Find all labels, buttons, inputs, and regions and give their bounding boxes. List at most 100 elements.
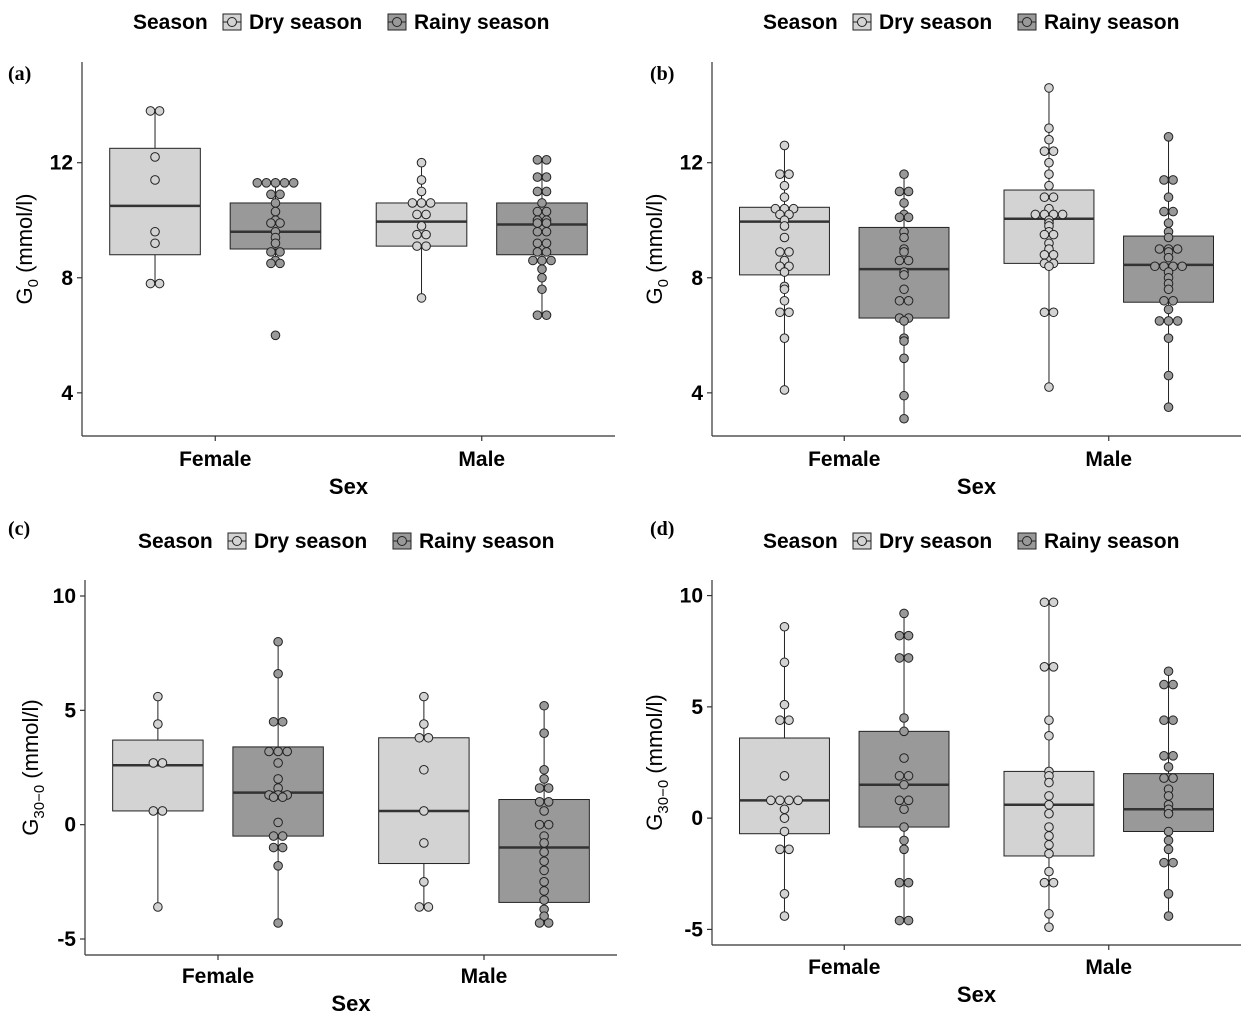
data-point: [534, 783, 545, 793]
data-point: [1039, 877, 1050, 888]
data-point: [1057, 209, 1068, 220]
data-point: [153, 719, 163, 729]
data-point: [1044, 840, 1054, 850]
data-point: [421, 241, 431, 251]
data-point: [779, 804, 790, 815]
data-point: [277, 792, 288, 803]
data-point: [779, 232, 790, 243]
box-female-rainy: [229, 178, 322, 341]
y-tick-label: 10: [680, 585, 703, 608]
data-point: [270, 198, 281, 208]
data-point: [1163, 791, 1174, 801]
data-point: [421, 229, 431, 240]
data-point: [779, 699, 790, 710]
data-point: [1039, 661, 1050, 672]
data-point: [270, 178, 281, 188]
data-point: [1163, 252, 1174, 263]
chart-panel-d: (d) Season Dry season Rainy season -5 0 5 10 Fem…: [642, 518, 1241, 1007]
data-point: [539, 856, 549, 867]
data-point: [1044, 715, 1054, 726]
data-point: [532, 226, 543, 237]
y-axis-title-sub: 0: [25, 279, 42, 287]
data-point: [779, 621, 790, 632]
data-point: [1044, 261, 1054, 272]
data-point: [775, 844, 785, 855]
data-point: [779, 221, 790, 231]
box-male-rainy: [496, 155, 588, 320]
data-point: [903, 771, 914, 781]
data-point: [532, 172, 543, 182]
data-point: [1154, 316, 1165, 326]
data-point: [1163, 889, 1174, 899]
data-point: [541, 226, 552, 237]
data-point: [1163, 370, 1174, 381]
data-point: [903, 877, 914, 888]
x-tick-label: Male: [1085, 956, 1132, 979]
data-point: [793, 795, 803, 806]
data-point: [1039, 192, 1050, 203]
data-point: [899, 844, 909, 855]
data-point: [266, 218, 276, 228]
x-tick-label: Male: [458, 448, 505, 471]
data-point: [903, 186, 914, 197]
data-point: [532, 206, 543, 217]
data-point: [416, 221, 427, 231]
data-point: [1159, 773, 1169, 783]
panel-label: (b): [650, 63, 674, 85]
data-point: [784, 169, 794, 179]
legend-label: Rainy season: [419, 530, 554, 553]
data-point: [779, 284, 790, 295]
data-point: [1163, 284, 1174, 295]
data-point: [903, 653, 914, 663]
data-point: [779, 771, 790, 781]
data-point: [268, 831, 279, 841]
y-axis-title-main: G: [18, 819, 43, 836]
data-point: [541, 247, 552, 257]
data-point: [1163, 666, 1174, 677]
data-point: [416, 175, 427, 185]
data-point: [273, 861, 283, 871]
data-point: [419, 691, 429, 702]
data-point: [775, 169, 785, 179]
data-point: [157, 806, 168, 816]
data-point: [899, 753, 909, 763]
legend-label: Rainy season: [1044, 11, 1179, 34]
box-female-dry: [739, 140, 830, 395]
legend: Season Dry season Rainy season: [138, 530, 554, 553]
data-point: [412, 241, 422, 251]
data-point: [275, 247, 285, 257]
data-point: [1150, 261, 1160, 272]
x-tick-label: Female: [808, 448, 880, 471]
data-point: [1159, 679, 1169, 690]
box-female-dry: [739, 621, 830, 921]
data-point: [903, 212, 914, 223]
data-point: [779, 889, 790, 899]
data-point: [1044, 909, 1054, 919]
legend-key-point: [232, 536, 242, 546]
legend-key-point: [397, 536, 407, 546]
data-point: [541, 186, 552, 197]
data-point: [275, 218, 285, 228]
y-axis-title-main: G: [642, 814, 667, 831]
y-tick-label: 12: [680, 152, 703, 175]
data-point: [421, 209, 431, 220]
data-point: [903, 915, 914, 926]
data-point: [1039, 597, 1050, 608]
data-point: [423, 732, 434, 743]
data-point: [899, 822, 909, 832]
data-point: [416, 186, 427, 197]
y-axis-title-main: G: [12, 287, 37, 304]
data-point: [539, 865, 549, 876]
x-tick-label: Female: [808, 956, 880, 979]
data-point: [543, 918, 554, 928]
data-point: [1044, 157, 1054, 168]
data-point: [1048, 877, 1059, 888]
data-point: [1044, 730, 1054, 741]
data-point: [1048, 661, 1059, 672]
data-point: [1044, 922, 1054, 932]
data-point: [899, 726, 909, 737]
data-point: [1163, 132, 1174, 142]
data-point: [899, 336, 909, 346]
data-point: [543, 819, 554, 830]
y-tick-label: 5: [691, 696, 703, 719]
